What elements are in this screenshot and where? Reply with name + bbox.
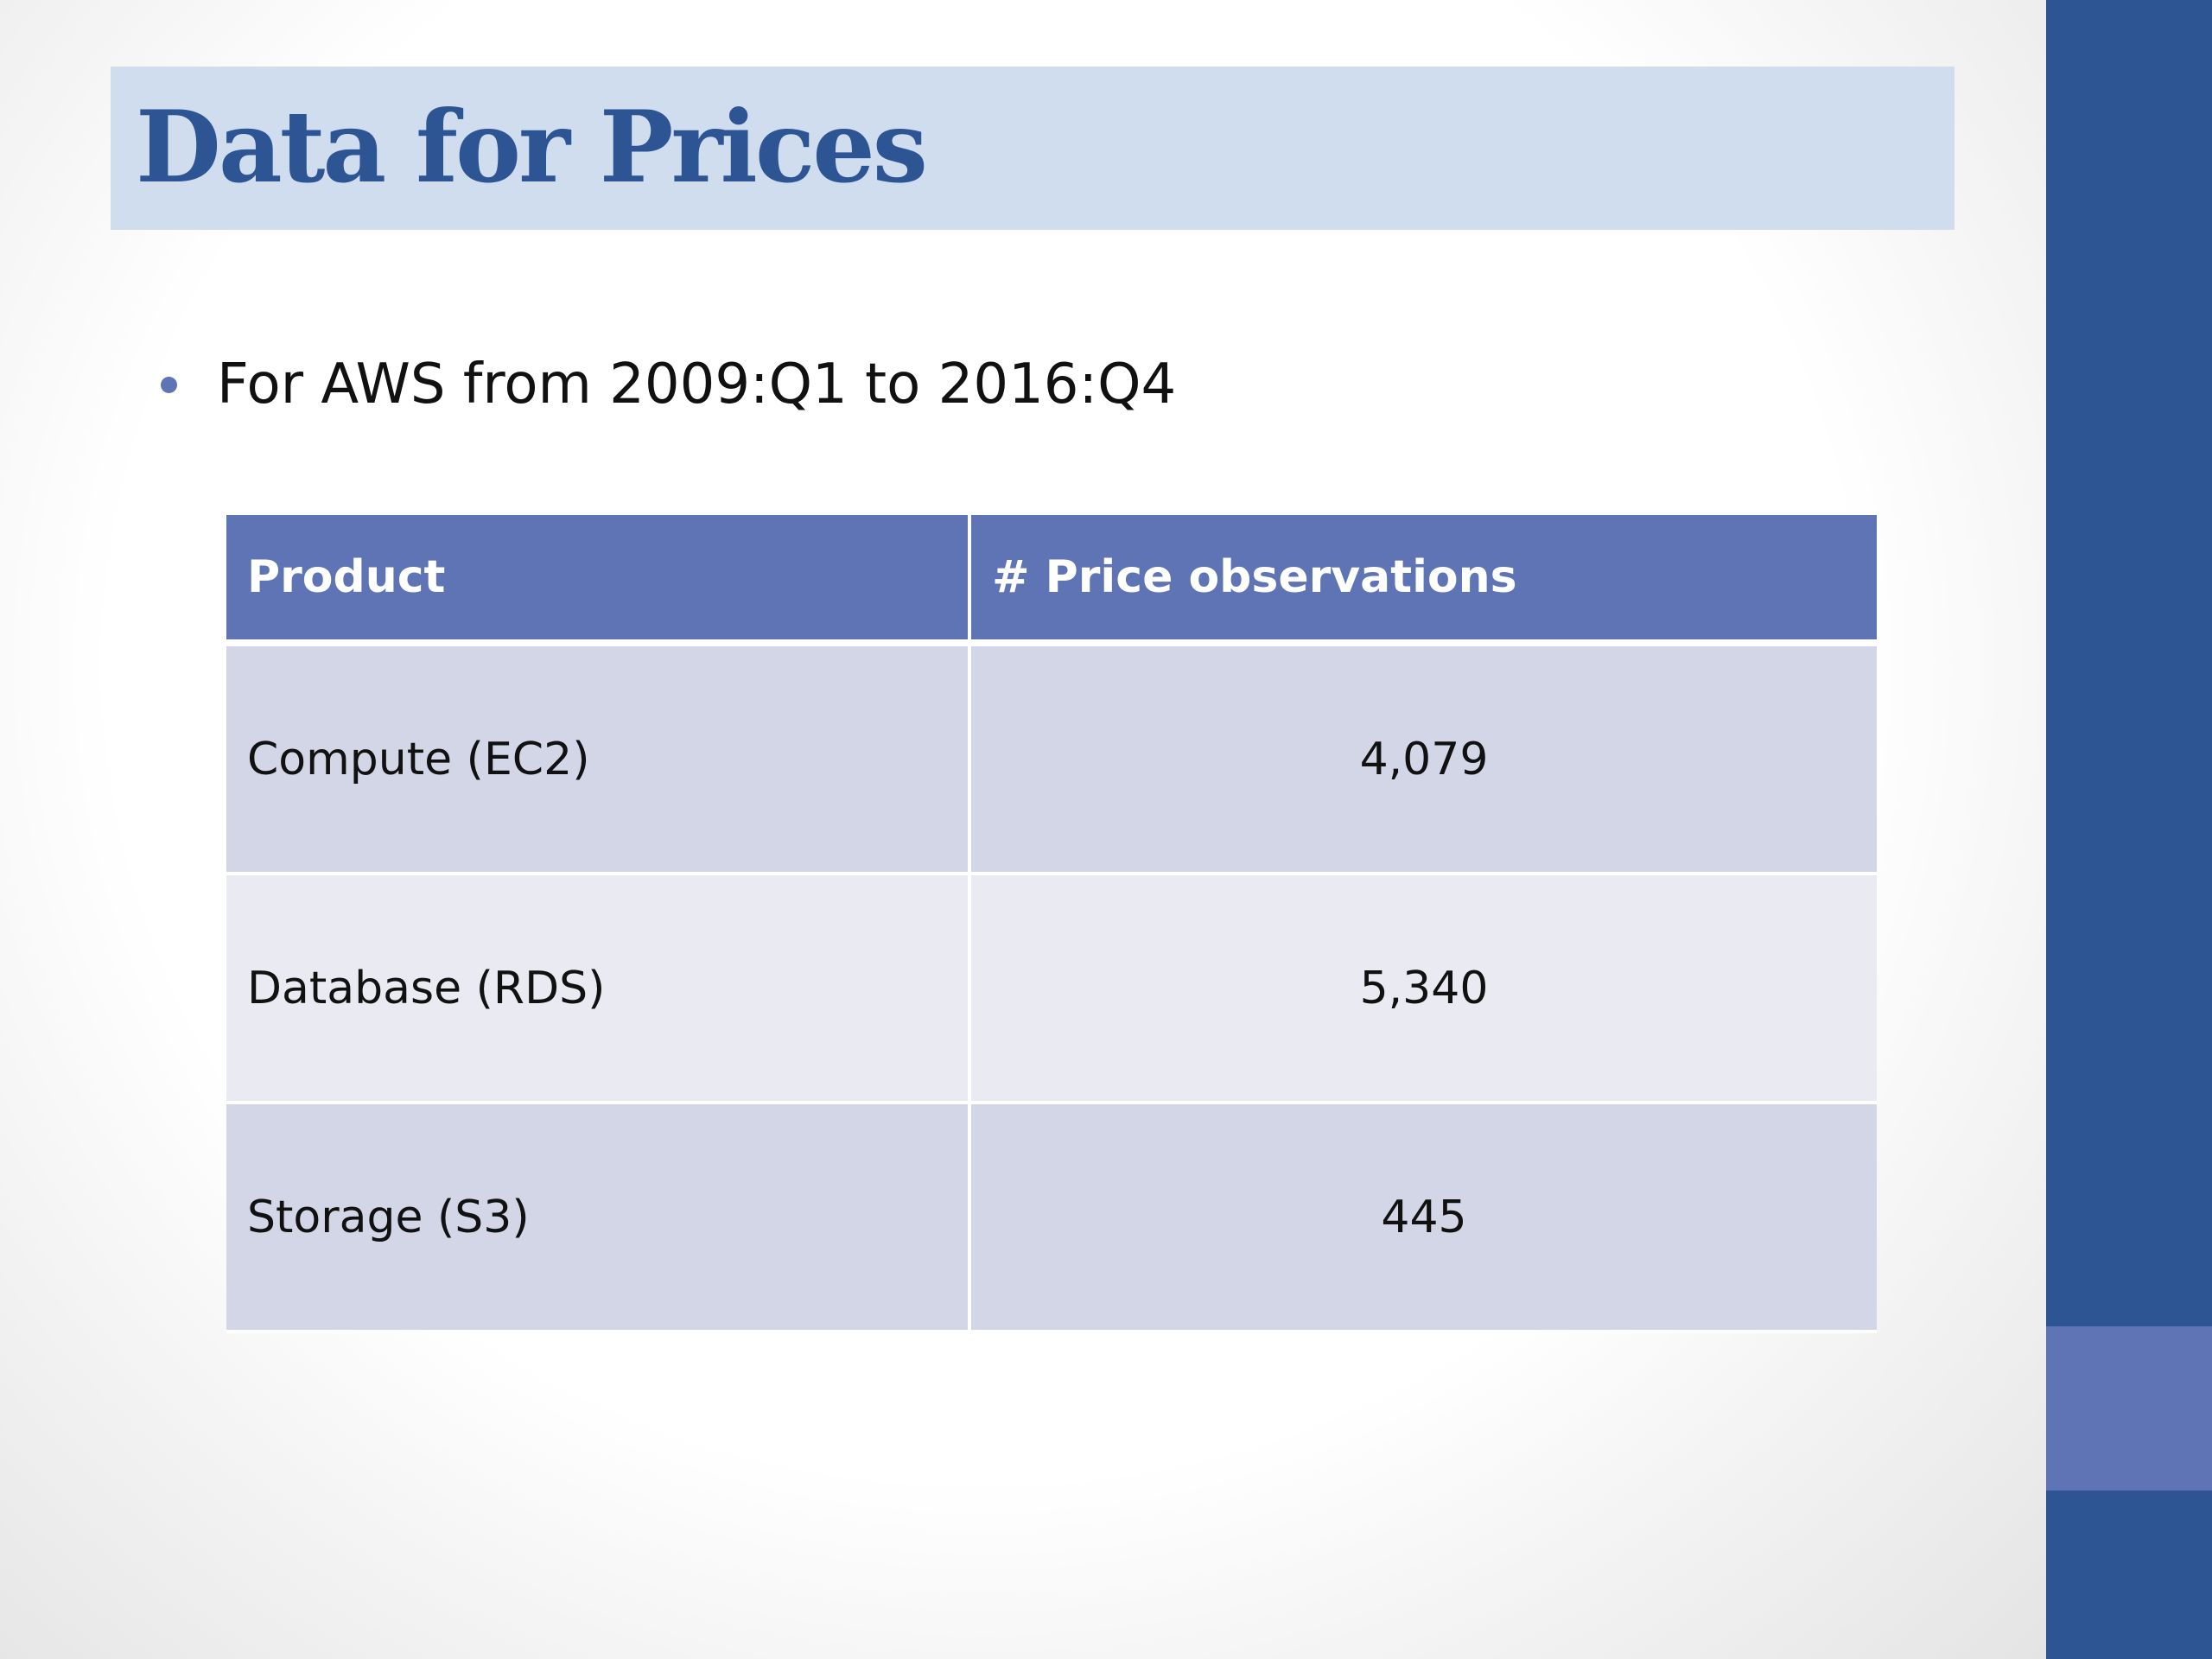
table-row: Compute (EC2) 4,079 [226, 643, 1877, 875]
bullet-dot-icon [161, 376, 177, 393]
slide-title: Data for Prices [136, 89, 928, 205]
title-band [111, 67, 1955, 230]
cell-product: Storage (S3) [226, 1103, 971, 1333]
header-product: Product [226, 515, 971, 646]
price-observations-table: Product # Price observations Compute (EC… [226, 515, 1877, 1333]
decorative-sidebar-accent [2046, 1326, 2212, 1491]
cell-observations: 445 [969, 1103, 1877, 1333]
header-price-observations: # Price observations [969, 515, 1877, 646]
table-row: Database (RDS) 5,340 [226, 874, 1877, 1104]
table-header-row: Product # Price observations [226, 515, 1877, 646]
cell-product: Compute (EC2) [226, 643, 971, 875]
cell-product: Database (RDS) [226, 874, 971, 1104]
cell-observations: 4,079 [969, 643, 1877, 875]
bullet-text: For AWS from 2009:Q1 to 2016:Q4 [217, 353, 1177, 416]
table-row: Storage (S3) 445 [226, 1103, 1877, 1333]
cell-observations: 5,340 [969, 874, 1877, 1104]
bullet-item: For AWS from 2009:Q1 to 2016:Q4 [161, 346, 1176, 423]
